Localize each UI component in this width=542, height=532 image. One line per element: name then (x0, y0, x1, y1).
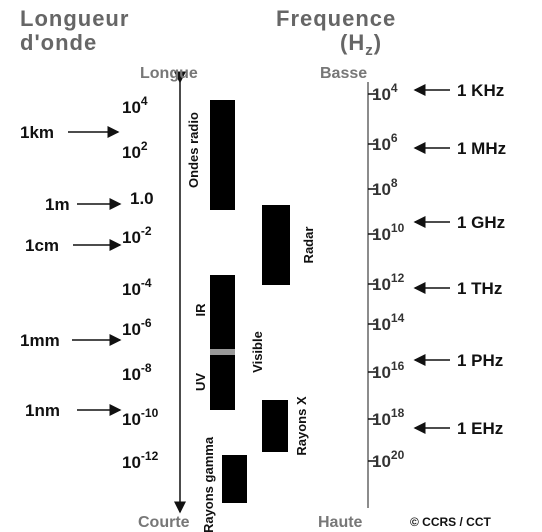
axis-end: Longue (140, 65, 198, 82)
pointer-label: 1cm (25, 236, 59, 255)
tick-exp: 14 (391, 311, 405, 325)
pointer-label: 1 GHz (457, 213, 505, 232)
tick-base: 10 (122, 98, 141, 117)
band-bar (262, 400, 288, 452)
band-label: Radar (301, 227, 316, 264)
tick-base: 10 (372, 315, 391, 334)
unit-part: (H (340, 30, 365, 55)
right-tick-label: 1014 (372, 311, 405, 334)
tick-exp: 12 (391, 271, 405, 285)
tick-base: 10 (372, 85, 391, 104)
left-tick-label: 10-4 (122, 276, 152, 299)
tick-exp: 6 (391, 131, 398, 145)
pointer-label: 1 EHz (457, 419, 503, 438)
tick-exp: -10 (141, 406, 159, 420)
left-tick-label: 10-6 (122, 316, 152, 339)
left-title: d'onde (20, 30, 97, 55)
tick-base: 10 (372, 180, 391, 199)
pointer-label: 1 PHz (457, 351, 503, 370)
left-tick-label: 102 (122, 139, 148, 162)
tick-exp: 4 (391, 81, 398, 95)
band-bar (210, 100, 235, 210)
tick-exp: 10 (391, 221, 405, 235)
unit-part: z (365, 42, 374, 59)
tick-exp: 16 (391, 359, 405, 373)
tick-exp: -12 (141, 449, 159, 463)
right-tick-label: 1016 (372, 359, 405, 382)
tick-base: 10 (122, 453, 141, 472)
credit: © CCRS / CCT (410, 515, 492, 529)
tick-base: 10 (372, 225, 391, 244)
band-label: IR (193, 303, 208, 317)
right-tick-label: 1012 (372, 271, 405, 294)
tick-base: 10 (122, 320, 141, 339)
left-title: Longueur (20, 6, 129, 31)
unit-part: ) (374, 30, 382, 55)
tick-base: 1.0 (130, 189, 154, 208)
pointer-label: 1km (20, 123, 54, 142)
band-bar (222, 455, 247, 503)
axis-end: Basse (320, 65, 367, 82)
band-label: Visible (250, 331, 265, 373)
band-label: Rayons X (294, 396, 309, 456)
right-unit: (Hz) (340, 30, 382, 59)
pointer-label: 1 THz (457, 279, 502, 298)
left-tick-label: 10-8 (122, 361, 152, 384)
pointer-label: 1 KHz (457, 81, 504, 100)
tick-exp: 20 (391, 448, 405, 462)
left-tick-label: 10-10 (122, 406, 159, 429)
band-bar (210, 275, 235, 410)
tick-base: 10 (122, 143, 141, 162)
tick-exp: -6 (141, 316, 152, 330)
tick-exp: -8 (141, 361, 152, 375)
left-tick-label: 10-2 (122, 224, 152, 247)
band-label: Rayons gamma (201, 436, 216, 532)
tick-base: 10 (372, 275, 391, 294)
tick-base: 10 (122, 365, 141, 384)
pointer-label: 1mm (20, 331, 60, 350)
right-tick-label: 104 (372, 81, 398, 104)
axis-end: Haute (318, 514, 363, 531)
pointer-label: 1 MHz (457, 139, 506, 158)
right-tick-label: 1020 (372, 448, 405, 471)
left-tick-label: 10-12 (122, 449, 159, 472)
tick-exp: 4 (141, 94, 148, 108)
tick-base: 10 (372, 363, 391, 382)
tick-exp: 2 (141, 139, 148, 153)
right-title: Frequence (276, 6, 396, 31)
left-tick-label: 104 (122, 94, 148, 117)
tick-exp: -4 (141, 276, 152, 290)
band-bar (262, 205, 290, 285)
tick-exp: 8 (391, 176, 398, 190)
tick-base: 10 (372, 452, 391, 471)
pointer-label: 1m (45, 195, 70, 214)
visible-stripe (210, 349, 235, 355)
tick-base: 10 (122, 410, 141, 429)
pointer-label: 1nm (25, 401, 60, 420)
tick-base: 10 (372, 135, 391, 154)
band-label: Ondes radio (186, 112, 201, 188)
tick-base: 10 (122, 228, 141, 247)
right-tick-label: 1010 (372, 221, 405, 244)
right-tick-label: 106 (372, 131, 398, 154)
right-tick-label: 1018 (372, 406, 405, 429)
tick-base: 10 (122, 280, 141, 299)
right-tick-label: 108 (372, 176, 398, 199)
tick-exp: 18 (391, 406, 405, 420)
band-label: UV (193, 373, 208, 391)
axis-end: Courte (138, 514, 190, 531)
tick-exp: -2 (141, 224, 152, 238)
tick-base: 10 (372, 410, 391, 429)
left-tick-label: 1.0 (130, 189, 154, 208)
